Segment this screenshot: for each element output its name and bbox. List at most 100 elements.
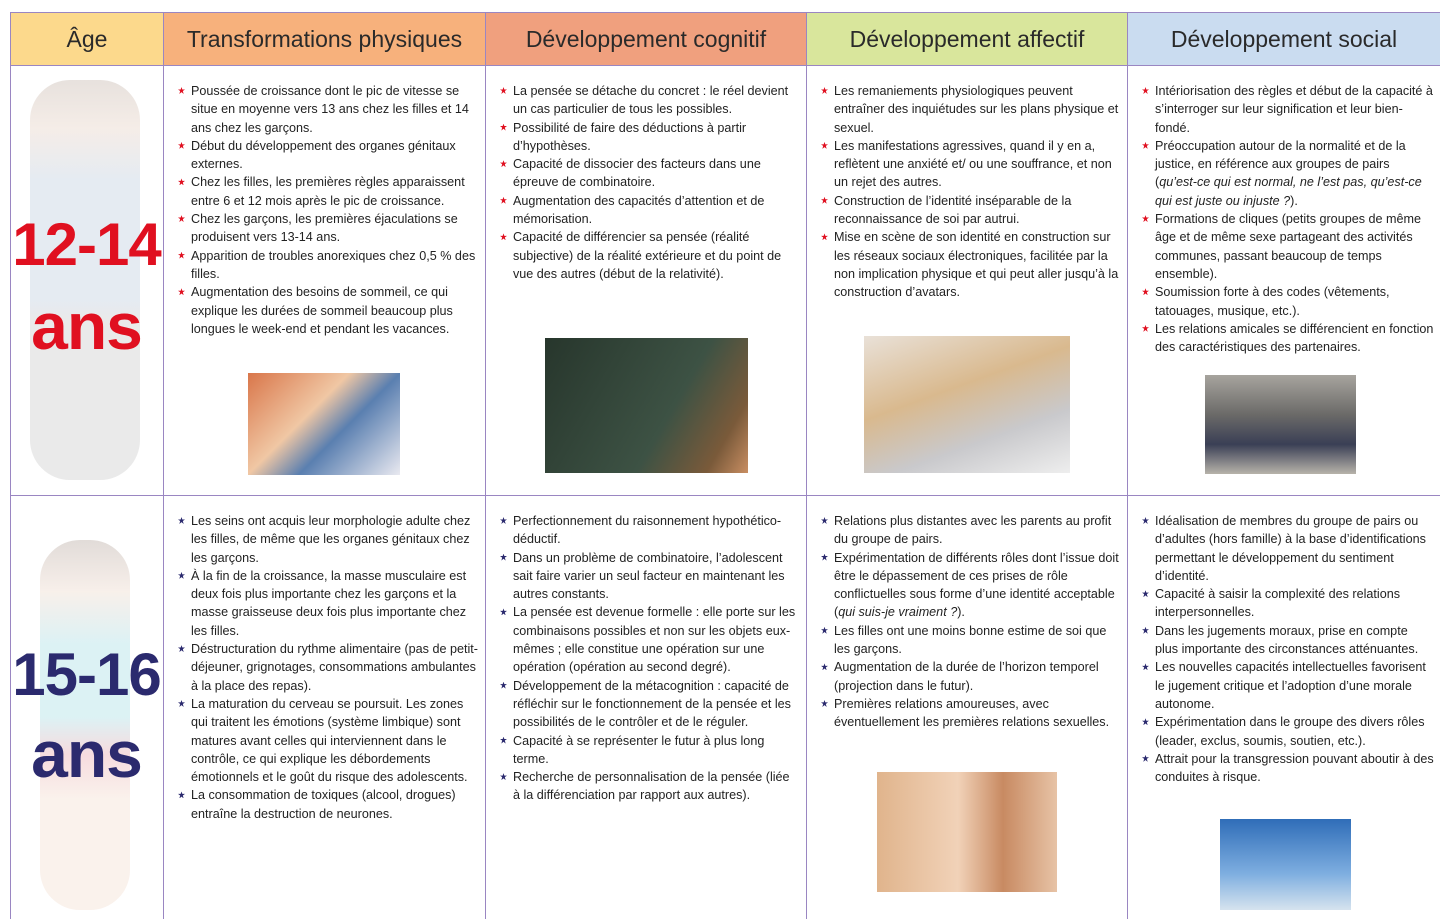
age-range: 15-16 [12, 641, 161, 708]
text: ). [957, 605, 965, 620]
text: Apparition de troubles anorexiques chez … [191, 248, 476, 281]
bullet-item: Début du développement des organes génit… [177, 137, 479, 174]
bullet-item: Les manifestations agressives, quand il … [820, 137, 1121, 192]
text: Augmentation de la durée de l’horizon te… [834, 660, 1099, 693]
bullet-item: Chez les filles, les premières règles ap… [177, 173, 479, 210]
bullet-item: Idéalisation de membres du groupe de pai… [1141, 512, 1434, 585]
bullet-marker [500, 553, 507, 561]
bullet-item: Soumission forte à des codes (vêtements,… [1141, 283, 1434, 320]
column-header: Développement affectif [806, 12, 1128, 66]
age-unit: ans [31, 717, 143, 791]
bullet-item: Attrait pour la transgression pouvant ab… [1141, 750, 1434, 787]
text: Poussée de croissance dont le pic de vit… [191, 84, 469, 135]
text: Attrait pour la transgression pouvant ab… [1155, 751, 1434, 785]
bullet-item: La pensée est devenue formelle : elle po… [499, 603, 800, 676]
text: Recherche de personnalisation de la pens… [513, 770, 790, 803]
bullet-item: Les remaniements physiologiques peuvent … [820, 82, 1121, 137]
bullet-marker [500, 608, 507, 616]
text: Dans un problème de combinatoire, l’adol… [513, 550, 785, 602]
text: Mise en scène de son identité en constru… [834, 230, 1119, 300]
bullet-marker [500, 196, 507, 204]
bullet-item: Chez les garçons, les premières éjaculat… [177, 210, 479, 247]
bullet-item: Perfectionnement du raisonnement hypothé… [499, 512, 800, 549]
bullet-marker [500, 160, 507, 168]
bullet-marker [500, 773, 507, 781]
border [1127, 12, 1128, 919]
text: Possibilité de faire des déductions à pa… [513, 120, 747, 153]
bullet-item: Possibilité de faire des déductions à pa… [499, 119, 800, 156]
border [485, 12, 486, 919]
bullet-marker [821, 663, 828, 671]
column-header: Transformations physiques [163, 12, 486, 66]
text: La consommation de toxiques (alcool, dro… [191, 788, 456, 821]
text: Expérimentation dans le groupe des diver… [1155, 715, 1425, 748]
text: Chez les garçons, les premières éjaculat… [191, 212, 458, 245]
bullet-item: Les nouvelles capacités intellectuelles … [1141, 658, 1434, 713]
italic-text: qui suis-je vraiment ? [838, 605, 958, 620]
bullet-marker [821, 141, 828, 149]
bullet-item: Recherche de personnalisation de la pens… [499, 768, 800, 805]
bullet-marker [821, 699, 828, 707]
bullet-item: Expérimentation dans le groupe des diver… [1141, 713, 1434, 750]
text: Capacité à se représenter le futur à plu… [513, 733, 765, 766]
text: Développement de la métacognition : capa… [513, 678, 791, 730]
bullet-item: Augmentation de la durée de l’horizon te… [820, 658, 1121, 695]
text: Intériorisation des règles et début de l… [1155, 84, 1433, 135]
bullet-marker [178, 178, 185, 186]
photo-laptop-girl [864, 336, 1070, 473]
boy-figure [30, 80, 140, 480]
age-unit: ans [31, 289, 143, 363]
bullet-item: Expérimentation de différents rôles dont… [820, 549, 1121, 622]
text: Augmentation des capacités d’attention e… [513, 193, 765, 227]
text: Relations plus distantes avec les parent… [834, 514, 1112, 547]
cell-content: Intériorisation des règles et début de l… [1141, 82, 1434, 356]
border [806, 12, 807, 919]
text: Formations de cliques (petits groupes de… [1155, 212, 1421, 281]
bullet-marker [1142, 590, 1149, 598]
italic-text: qu’est-ce qui est normal, ne l’est pas, … [1155, 175, 1422, 208]
bullet-marker [500, 233, 507, 241]
bullet-item: Augmentation des besoins de sommeil, ce … [177, 283, 479, 338]
bullet-marker [500, 123, 507, 131]
bullet-marker [178, 251, 185, 259]
bullet-marker [821, 196, 828, 204]
bullet-marker [1142, 718, 1149, 726]
column-header: Âge [10, 12, 164, 66]
bullet-marker [1142, 626, 1149, 634]
bullet-marker [1142, 288, 1149, 296]
column-header: Développement cognitif [485, 12, 807, 66]
cell-content: Poussée de croissance dont le pic de vit… [177, 82, 479, 338]
bullet-marker [178, 215, 185, 223]
text: Début du développement des organes génit… [191, 138, 456, 172]
bullet-marker [178, 571, 185, 579]
text: Chez les filles, les premières règles ap… [191, 175, 465, 208]
bullet-item: Mise en scène de son identité en constru… [820, 228, 1121, 301]
bullet-item: Déstructuration du rythme alimentaire (p… [177, 640, 479, 695]
photo-couple [877, 772, 1057, 892]
bullet-marker [500, 736, 507, 744]
text: La pensée est devenue formelle : elle po… [513, 605, 796, 675]
text: Préoccupation autour de la normalité et … [1155, 138, 1406, 190]
text: ). [1290, 193, 1298, 208]
bullet-marker [178, 645, 185, 653]
bullet-item: Préoccupation autour de la normalité et … [1141, 137, 1434, 210]
photo-blackboard [545, 338, 748, 473]
bullet-item: Formations de cliques (petits groupes de… [1141, 210, 1434, 283]
bullet-item: Intériorisation des règles et début de l… [1141, 82, 1434, 137]
text: Déstructuration du rythme alimentaire (p… [191, 642, 478, 693]
text: Augmentation des besoins de sommeil, ce … [191, 285, 453, 336]
bullet-marker [500, 87, 507, 94]
bullet-item: À la fin de la croissance, la masse musc… [177, 567, 479, 640]
border [10, 495, 1440, 496]
bullet-marker [821, 517, 828, 524]
bullet-marker [500, 681, 507, 689]
bullet-item: Relations plus distantes avec les parent… [820, 512, 1121, 549]
text: Les manifestations agressives, quand il … [834, 138, 1112, 190]
text: Soumission forte à des codes (vêtements,… [1155, 285, 1390, 318]
bullet-marker [821, 233, 828, 241]
photo-bmx [1220, 819, 1351, 910]
bullet-marker [1142, 215, 1149, 223]
text: Les nouvelles capacités intellectuelles … [1155, 660, 1426, 711]
border [10, 12, 11, 919]
